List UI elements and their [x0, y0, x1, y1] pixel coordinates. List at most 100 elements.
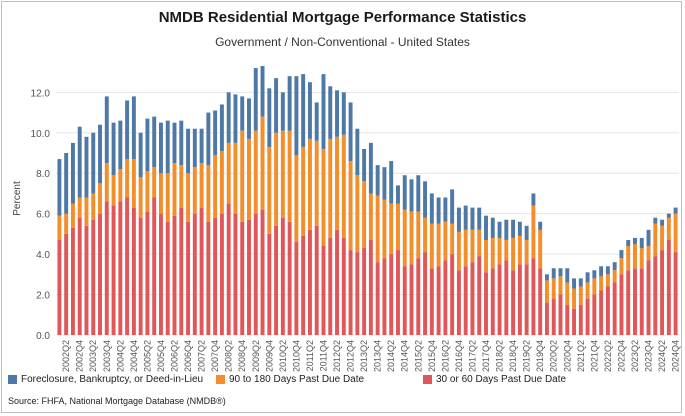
bar-segment-foreclosure: [314, 102, 319, 141]
x-tick-label: 2016Q2: [440, 340, 450, 372]
bar-segment-foreclosure: [301, 74, 306, 147]
bar-segment-30-60-days: [504, 260, 509, 335]
bar-segment-foreclosure: [497, 221, 502, 238]
bar-segment-90-180-days: [287, 130, 292, 222]
bar-segment-30-60-days: [125, 197, 130, 335]
legend-swatch-90-180-days: [216, 375, 225, 384]
bar-segment-30-60-days: [91, 219, 96, 335]
bar-segment-foreclosure: [653, 217, 658, 224]
bar-segment-foreclosure: [335, 90, 339, 137]
bar-segment-foreclosure: [538, 221, 543, 230]
bar-segment-90-180-days: [280, 130, 285, 218]
bar-segment-30-60-days: [355, 252, 360, 335]
bar-segment-30-60-days: [626, 270, 631, 335]
bar-segment-30-60-days: [260, 209, 265, 335]
bar-segment-90-180-days: [247, 138, 251, 220]
bar-segment-90-180-days: [206, 165, 211, 222]
bar-segment-30-60-days: [172, 215, 177, 335]
x-tick-label: 2008Q2: [224, 340, 234, 372]
legend-item-90-180-days: 90 to 180 Days Past Due Date: [216, 374, 364, 385]
bar-segment-30-60-days: [301, 235, 306, 335]
bar-segment-30-60-days: [619, 274, 624, 335]
bar-segment-90-180-days: [260, 116, 265, 210]
bar-segment-30-60-days: [233, 213, 238, 335]
bar-segment-90-180-days: [463, 229, 468, 267]
bar-segment-30-60-days: [287, 221, 292, 335]
y-tick-label: 0.0: [36, 331, 50, 342]
bar-segment-foreclosure: [219, 104, 224, 151]
x-tick-label: 2003Q4: [102, 340, 112, 372]
bar-segment-90-180-days: [131, 159, 136, 208]
bar-segment-30-60-days: [565, 304, 570, 335]
bar-segment-foreclosure: [544, 274, 549, 281]
bar-segment-30-60-days: [578, 304, 583, 335]
bar-segment-90-180-days: [396, 203, 400, 251]
bar-segment-90-180-days: [612, 270, 617, 283]
bar-segment-30-60-days: [673, 252, 678, 335]
bar-segment-foreclosure: [409, 179, 414, 212]
x-tick-label: 2003Q2: [88, 340, 98, 372]
bar-segment-30-60-days: [646, 260, 651, 335]
bar-segment-90-180-days: [57, 215, 62, 240]
bar-segment-30-60-days: [551, 298, 556, 335]
bar-segment-90-180-days: [470, 229, 475, 263]
x-tick-label: 2014Q2: [386, 340, 396, 372]
bar-segment-foreclosure: [118, 120, 123, 170]
bar-segment-90-180-days: [639, 248, 644, 269]
x-tick-label: 2019Q4: [535, 340, 545, 372]
bar-segment-foreclosure: [382, 167, 387, 200]
bar-segment-foreclosure: [362, 148, 367, 182]
bar-segment-90-180-days: [348, 161, 353, 251]
bar-segment-90-180-days: [558, 276, 563, 295]
bar-segment-90-180-days: [328, 138, 333, 238]
bar-segment-90-180-days: [274, 132, 279, 226]
bar-segment-foreclosure: [355, 128, 360, 176]
bar-segment-90-180-days: [538, 229, 543, 269]
y-tick-label: 8.0: [36, 169, 50, 180]
bar-segment-90-180-days: [159, 173, 163, 214]
bar-segment-foreclosure: [666, 213, 671, 218]
bar-segment-90-180-days: [145, 171, 150, 212]
bar-segment-30-60-days: [335, 229, 339, 335]
legend-swatch-30-60-days: [423, 375, 432, 384]
bar-segment-90-180-days: [84, 197, 89, 226]
bar-segment-foreclosure: [267, 88, 272, 147]
bar-segment-30-60-days: [219, 213, 224, 335]
bar-segment-foreclosure: [639, 237, 644, 249]
bar-segment-30-60-days: [118, 201, 123, 335]
bar-segment-foreclosure: [172, 122, 177, 164]
bar-segment-foreclosure: [565, 268, 570, 283]
bar-segment-90-180-days: [619, 258, 624, 275]
bar-segment-90-180-days: [219, 150, 224, 214]
x-tick-label: 2013Q2: [359, 340, 369, 372]
bar-segment-90-180-days: [335, 136, 339, 230]
bar-segment-90-180-days: [362, 181, 367, 249]
bar-segment-30-60-days: [666, 239, 671, 335]
bar-segment-90-180-days: [382, 199, 387, 259]
bar-segment-foreclosure: [138, 132, 143, 178]
bar-segment-foreclosure: [179, 120, 184, 166]
x-tick-label: 2010Q2: [278, 340, 288, 372]
bar-segment-30-60-days: [558, 294, 563, 335]
source-note: Source: FHFA, National Mortgage Database…: [8, 396, 226, 406]
bar-segment-90-180-days: [125, 159, 130, 198]
bar-segment-90-180-days: [253, 130, 258, 214]
bar-segment-30-60-days: [240, 221, 245, 335]
bar-segment-30-60-days: [138, 217, 143, 335]
bar-segment-90-180-days: [240, 130, 245, 222]
y-tick-label: 4.0: [36, 250, 50, 261]
bar-segment-30-60-days: [98, 213, 102, 335]
bar-segment-90-180-days: [192, 167, 197, 214]
x-tick-label: 2016Q4: [454, 340, 464, 372]
bar-segment-30-60-days: [633, 268, 637, 335]
bar-segment-30-60-days: [341, 237, 346, 335]
bar-segment-30-60-days: [605, 286, 610, 335]
x-tick-label: 2018Q4: [508, 340, 518, 372]
bar-segment-90-180-days: [443, 221, 448, 261]
bar-segment-30-60-days: [294, 241, 299, 335]
x-tick-label: 2009Q4: [264, 340, 274, 372]
bar-segment-30-60-days: [477, 256, 482, 335]
bar-segment-30-60-days: [362, 248, 367, 335]
bar-segment-30-60-days: [531, 258, 536, 335]
bar-segment-30-60-days: [456, 270, 461, 335]
